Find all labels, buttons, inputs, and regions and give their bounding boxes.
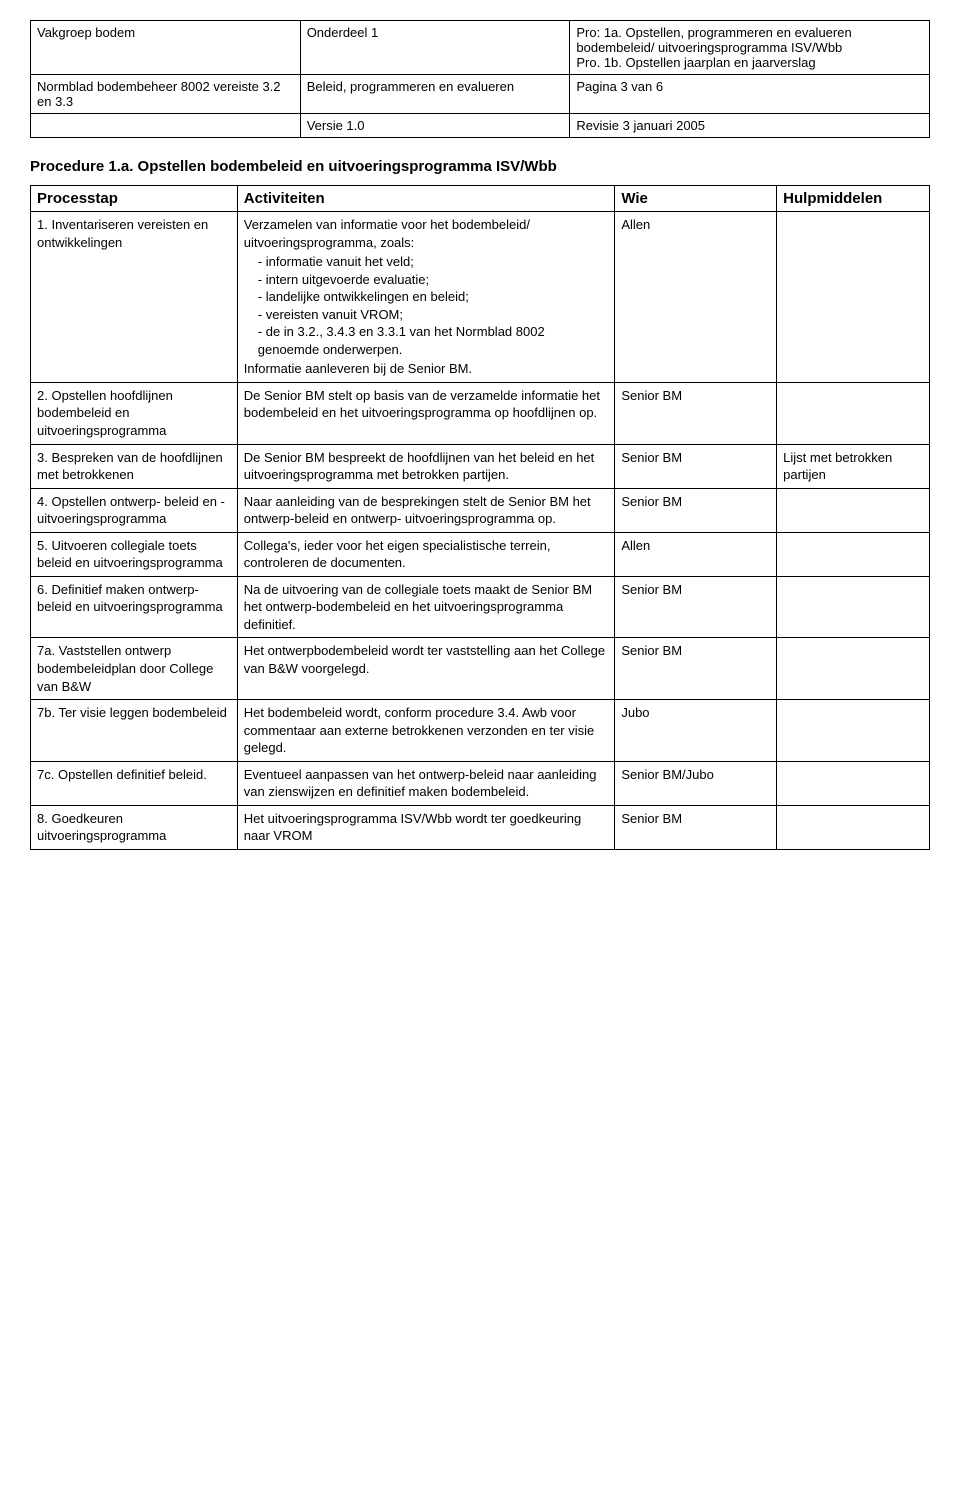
cell-wie: Senior BM bbox=[615, 576, 777, 638]
cell-processtap: 4. Opstellen ontwerp- beleid en - uitvoe… bbox=[31, 488, 238, 532]
header-vakgroep: Vakgroep bodem bbox=[31, 21, 301, 75]
header-pro: Pro: 1a. Opstellen, programmeren en eval… bbox=[570, 21, 930, 75]
cell-processtap: 1. Inventariseren vereisten en ontwikkel… bbox=[31, 212, 238, 383]
table-row: 8. Goedkeuren uitvoeringsprogrammaHet ui… bbox=[31, 805, 930, 849]
cell-hulpmiddelen bbox=[777, 700, 930, 762]
cell-hulpmiddelen bbox=[777, 805, 930, 849]
cell-wie: Senior BM bbox=[615, 638, 777, 700]
section-title: Procedure 1.a. Opstellen bodembeleid en … bbox=[30, 158, 930, 175]
header-empty bbox=[31, 114, 301, 138]
cell-processtap: 6. Definitief maken ontwerp-beleid en ui… bbox=[31, 576, 238, 638]
table-row: 7a. Vaststellen ontwerp bodembeleidplan … bbox=[31, 638, 930, 700]
cell-wie: Senior BM bbox=[615, 805, 777, 849]
list-item: informatie vanuit het veld; bbox=[258, 253, 609, 271]
cell-hulpmiddelen bbox=[777, 382, 930, 444]
cell-activiteiten: De Senior BM stelt op basis van de verza… bbox=[237, 382, 615, 444]
cell-processtap: 2. Opstellen hoofdlijnen bodembeleid en … bbox=[31, 382, 238, 444]
header-revisie: Revisie 3 januari 2005 bbox=[570, 114, 930, 138]
table-row: 7b. Ter visie leggen bodembeleidHet bode… bbox=[31, 700, 930, 762]
header-table: Vakgroep bodem Onderdeel 1 Pro: 1a. Opst… bbox=[30, 20, 930, 138]
header-row-1: Vakgroep bodem Onderdeel 1 Pro: 1a. Opst… bbox=[31, 21, 930, 75]
header-row-3: Versie 1.0 Revisie 3 januari 2005 bbox=[31, 114, 930, 138]
activiteit-outro: Informatie aanleveren bij de Senior BM. bbox=[244, 360, 609, 378]
table-row: 3. Bespreken van de hoofdlijnen met betr… bbox=[31, 444, 930, 488]
cell-hulpmiddelen bbox=[777, 638, 930, 700]
cell-wie: Senior BM bbox=[615, 444, 777, 488]
header-versie: Versie 1.0 bbox=[300, 114, 570, 138]
cell-processtap: 7b. Ter visie leggen bodembeleid bbox=[31, 700, 238, 762]
cell-hulpmiddelen bbox=[777, 488, 930, 532]
col-activiteiten: Activiteiten bbox=[237, 186, 615, 212]
cell-activiteiten: Verzamelen van informatie voor het bodem… bbox=[237, 212, 615, 383]
activiteit-list: informatie vanuit het veld;intern uitgev… bbox=[244, 253, 609, 358]
table-row: 5. Uitvoeren collegiale toets beleid en … bbox=[31, 532, 930, 576]
cell-wie: Jubo bbox=[615, 700, 777, 762]
cell-activiteiten: Het ontwerpbodembeleid wordt ter vastste… bbox=[237, 638, 615, 700]
table-row: 2. Opstellen hoofdlijnen bodembeleid en … bbox=[31, 382, 930, 444]
cell-processtap: 7a. Vaststellen ontwerp bodembeleidplan … bbox=[31, 638, 238, 700]
cell-hulpmiddelen bbox=[777, 576, 930, 638]
list-item: intern uitgevoerde evaluatie; bbox=[258, 271, 609, 289]
header-row-2: Normblad bodembeheer 8002 vereiste 3.2 e… bbox=[31, 75, 930, 114]
cell-processtap: 8. Goedkeuren uitvoeringsprogramma bbox=[31, 805, 238, 849]
cell-wie: Allen bbox=[615, 212, 777, 383]
cell-processtap: 5. Uitvoeren collegiale toets beleid en … bbox=[31, 532, 238, 576]
cell-processtap: 3. Bespreken van de hoofdlijnen met betr… bbox=[31, 444, 238, 488]
list-item: landelijke ontwikkelingen en beleid; bbox=[258, 288, 609, 306]
cell-wie: Senior BM bbox=[615, 488, 777, 532]
cell-wie: Allen bbox=[615, 532, 777, 576]
cell-wie: Senior BM bbox=[615, 382, 777, 444]
table-row: 4. Opstellen ontwerp- beleid en - uitvoe… bbox=[31, 488, 930, 532]
header-pagina: Pagina 3 van 6 bbox=[570, 75, 930, 114]
cell-activiteiten: Het uitvoeringsprogramma ISV/Wbb wordt t… bbox=[237, 805, 615, 849]
list-item: vereisten vanuit VROM; bbox=[258, 306, 609, 324]
cell-wie: Senior BM/Jubo bbox=[615, 761, 777, 805]
steps-table: Processtap Activiteiten Wie Hulpmiddelen… bbox=[30, 185, 930, 850]
cell-activiteiten: Collega's, ieder voor het eigen speciali… bbox=[237, 532, 615, 576]
cell-hulpmiddelen bbox=[777, 212, 930, 383]
cell-hulpmiddelen bbox=[777, 761, 930, 805]
cell-hulpmiddelen: Lijst met betrokken partijen bbox=[777, 444, 930, 488]
header-beleid: Beleid, programmeren en evalueren bbox=[300, 75, 570, 114]
steps-header-row: Processtap Activiteiten Wie Hulpmiddelen bbox=[31, 186, 930, 212]
cell-processtap: 7c. Opstellen definitief beleid. bbox=[31, 761, 238, 805]
cell-activiteiten: Naar aanleiding van de besprekingen stel… bbox=[237, 488, 615, 532]
col-processtap: Processtap bbox=[31, 186, 238, 212]
cell-activiteiten: Eventueel aanpassen van het ontwerp-bele… bbox=[237, 761, 615, 805]
col-wie: Wie bbox=[615, 186, 777, 212]
list-item: de in 3.2., 3.4.3 en 3.3.1 van het Normb… bbox=[258, 323, 609, 358]
cell-hulpmiddelen bbox=[777, 532, 930, 576]
col-hulpmiddelen: Hulpmiddelen bbox=[777, 186, 930, 212]
table-row: 7c. Opstellen definitief beleid.Eventuee… bbox=[31, 761, 930, 805]
header-onderdeel: Onderdeel 1 bbox=[300, 21, 570, 75]
table-row: 6. Definitief maken ontwerp-beleid en ui… bbox=[31, 576, 930, 638]
activiteit-intro: Verzamelen van informatie voor het bodem… bbox=[244, 216, 609, 251]
header-normblad: Normblad bodembeheer 8002 vereiste 3.2 e… bbox=[31, 75, 301, 114]
cell-activiteiten: Het bodembeleid wordt, conform procedure… bbox=[237, 700, 615, 762]
cell-activiteiten: Na de uitvoering van de collegiale toets… bbox=[237, 576, 615, 638]
table-row: 1. Inventariseren vereisten en ontwikkel… bbox=[31, 212, 930, 383]
cell-activiteiten: De Senior BM bespreekt de hoofdlijnen va… bbox=[237, 444, 615, 488]
